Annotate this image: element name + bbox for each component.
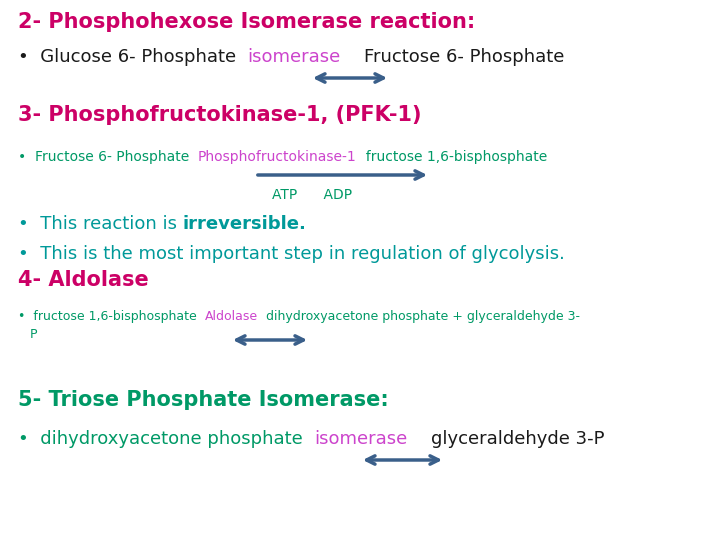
Text: Phosphofructokinase-1: Phosphofructokinase-1 (198, 150, 356, 164)
Text: 3- Phosphofructokinase-1, (PFK-1): 3- Phosphofructokinase-1, (PFK-1) (18, 105, 421, 125)
Text: •  This is the most important step in regulation of glycolysis.: • This is the most important step in reg… (18, 245, 565, 263)
Text: 2- Phosphohexose Isomerase reaction:: 2- Phosphohexose Isomerase reaction: (18, 12, 475, 32)
Text: Fructose 6- Phosphate: Fructose 6- Phosphate (341, 48, 564, 66)
Text: •  fructose 1,6-bisphosphate: • fructose 1,6-bisphosphate (18, 310, 204, 323)
Text: dihydroxyacetone phosphate + glyceraldehyde 3-: dihydroxyacetone phosphate + glyceraldeh… (258, 310, 580, 323)
Text: P: P (30, 328, 37, 341)
Text: irreversible.: irreversible. (183, 215, 307, 233)
Text: •  This reaction is: • This reaction is (18, 215, 183, 233)
Text: •  Fructose 6- Phosphate: • Fructose 6- Phosphate (18, 150, 198, 164)
Text: 4- Aldolase: 4- Aldolase (18, 270, 149, 290)
Text: •  Glucose 6- Phosphate: • Glucose 6- Phosphate (18, 48, 248, 66)
Text: ATP      ADP: ATP ADP (272, 188, 352, 202)
Text: glyceraldehyde 3-P: glyceraldehyde 3-P (408, 430, 604, 448)
Text: isomerase: isomerase (314, 430, 408, 448)
Text: 5- Triose Phosphate Isomerase:: 5- Triose Phosphate Isomerase: (18, 390, 389, 410)
Text: fructose 1,6-bisphosphate: fructose 1,6-bisphosphate (356, 150, 547, 164)
Text: Aldolase: Aldolase (204, 310, 258, 323)
Text: •  dihydroxyacetone phosphate: • dihydroxyacetone phosphate (18, 430, 314, 448)
Text: isomerase: isomerase (248, 48, 341, 66)
